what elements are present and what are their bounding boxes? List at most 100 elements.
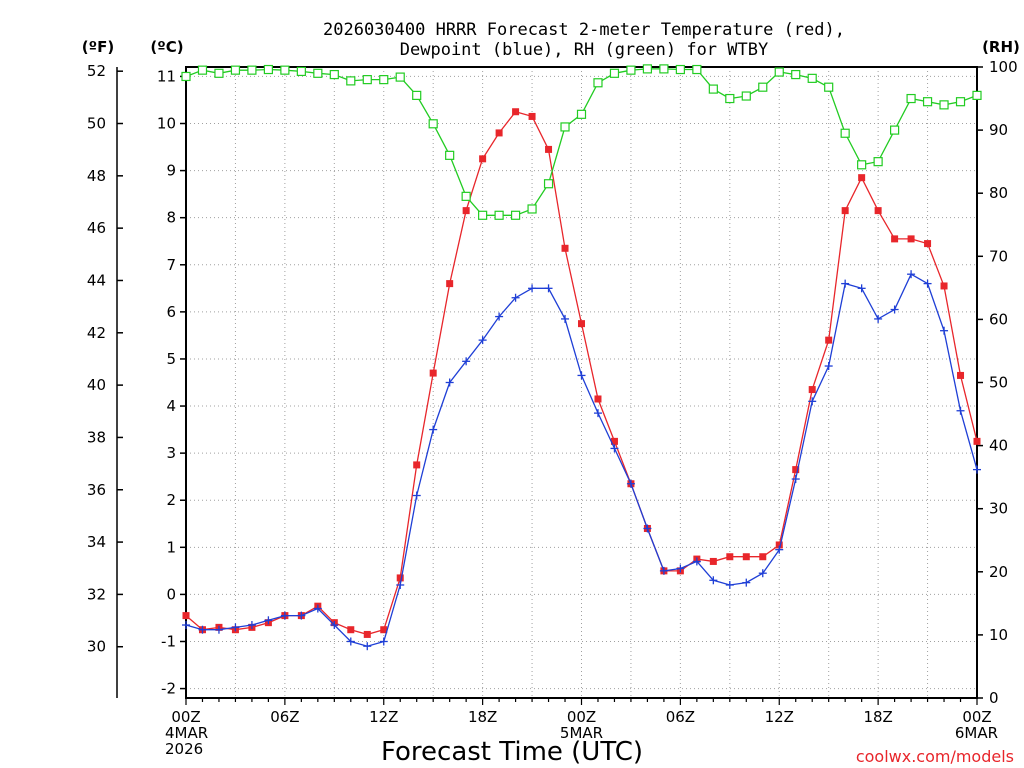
- fahrenheit-tick-label: 40: [87, 376, 106, 394]
- rh-tick-label: 20: [989, 563, 1008, 581]
- dewpoint-point: [791, 475, 800, 484]
- rh-point: [313, 68, 323, 78]
- rh-point: [543, 179, 554, 189]
- temperature-point: [429, 369, 437, 377]
- celsius-tick-label: 10: [157, 115, 176, 133]
- rh-point: [906, 93, 916, 104]
- x-tick-label: 4MAR: [165, 724, 208, 742]
- dewpoint-point: [742, 578, 751, 587]
- rh-point: [560, 122, 570, 132]
- rh-point: [527, 204, 537, 214]
- temperature-point: [495, 129, 503, 137]
- celsius-tick-label: 0: [166, 585, 176, 603]
- fahrenheit-tick-label: 30: [87, 638, 106, 656]
- temperature-point: [528, 112, 536, 120]
- dewpoint-point: [346, 637, 355, 646]
- temperature-point: [182, 612, 190, 620]
- rh-tick-label: 70: [989, 247, 1008, 265]
- rh-point: [214, 68, 224, 78]
- rh-tick-label: 50: [989, 374, 1008, 392]
- temperature-point: [413, 461, 421, 469]
- celsius-tick-label: 2: [166, 491, 176, 509]
- rh-tick-label: 10: [989, 626, 1008, 644]
- rh-tick-label: 40: [989, 437, 1008, 455]
- temperature-point: [610, 437, 618, 445]
- dewpoint-point: [396, 580, 405, 589]
- rh-unit-label: (RH): [982, 38, 1020, 56]
- fahrenheit-tick-label: 38: [87, 428, 106, 446]
- temperature-point: [479, 155, 487, 163]
- temperature-point: [594, 395, 602, 403]
- dewpoint-point: [940, 326, 949, 335]
- temperature-point: [561, 244, 569, 252]
- dewpoint-point: [214, 625, 223, 634]
- rh-point: [510, 210, 521, 220]
- rh-point: [626, 65, 636, 75]
- rh-point: [857, 160, 867, 170]
- credit-link[interactable]: coolwx.com/models: [856, 747, 1014, 766]
- dewpoint-point: [907, 270, 916, 279]
- fahrenheit-tick-label: 36: [87, 481, 106, 499]
- x-tick-label: 6MAR: [955, 724, 998, 742]
- rh-point: [461, 191, 471, 201]
- rh-point: [890, 125, 900, 135]
- celsius-tick-label: 9: [166, 162, 176, 180]
- temperature-point: [396, 574, 404, 582]
- dewpoint-point: [478, 336, 487, 345]
- dewpoint-point: [890, 305, 899, 314]
- dewpoint-point: [363, 642, 372, 651]
- rh-point: [873, 157, 883, 167]
- rh-point: [445, 150, 455, 160]
- x-tick-label: 2026: [165, 740, 203, 758]
- temperature-point: [775, 541, 783, 549]
- rh-point: [263, 64, 273, 75]
- dewpoint-point: [528, 284, 537, 293]
- celsius-tick-label: 1: [166, 538, 176, 556]
- dewpoint-point: [264, 616, 273, 625]
- rh-tick-label: 90: [989, 121, 1008, 139]
- temperature-point: [841, 207, 849, 215]
- series-dewpoint: [182, 270, 981, 651]
- celsius-tick-label: 11: [157, 67, 176, 85]
- rh-point: [725, 93, 735, 104]
- rh-point: [412, 90, 422, 100]
- rh-tick-label: 0: [989, 689, 999, 707]
- rh-point: [576, 109, 587, 119]
- rh-point: [741, 91, 751, 101]
- dewpoint-point: [182, 621, 190, 630]
- rh-point: [494, 210, 504, 220]
- fahrenheit-tick-label: 52: [87, 62, 106, 80]
- dewpoint-point: [313, 604, 322, 613]
- temperature-point: [545, 145, 553, 153]
- dewpoint-point: [973, 465, 981, 474]
- fahrenheit-tick-label: 34: [87, 533, 106, 551]
- rh-point: [428, 119, 438, 129]
- dewpoint-point: [544, 284, 553, 293]
- dewpoint-point: [297, 611, 306, 620]
- rh-point: [840, 128, 850, 138]
- dewpoint-point: [462, 357, 471, 366]
- celsius-tick-label: -2: [161, 680, 176, 698]
- rh-point: [659, 64, 669, 74]
- dewpoint-point: [379, 637, 388, 646]
- rh-point: [955, 97, 966, 107]
- rh-point: [675, 64, 685, 75]
- x-tick-label: 12Z: [765, 708, 794, 726]
- dewpoint-point: [923, 279, 932, 288]
- rh-point: [296, 66, 306, 77]
- rh-point: [329, 69, 339, 80]
- temperature-point: [726, 553, 734, 561]
- dewpoint-point: [857, 284, 866, 293]
- rh-point: [922, 97, 933, 107]
- dewpoint-point: [610, 444, 619, 453]
- dewpoint-point: [511, 293, 520, 302]
- rh-point: [642, 64, 653, 74]
- celsius-tick-label: 8: [166, 209, 176, 227]
- dewpoint-point: [824, 362, 833, 371]
- rh-point: [807, 73, 817, 83]
- dewpoint-point: [247, 621, 256, 630]
- rh-point: [593, 78, 603, 88]
- dewpoint-point: [577, 371, 586, 380]
- celsius-tick-label: 4: [166, 397, 176, 415]
